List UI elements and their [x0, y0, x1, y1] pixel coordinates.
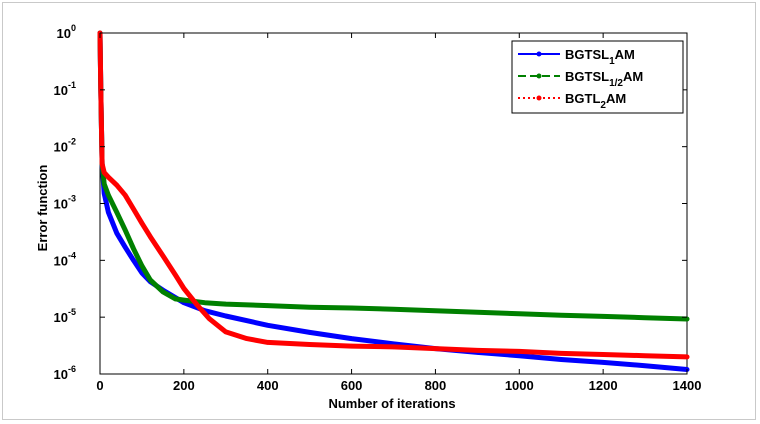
x-tick-label: 1200: [589, 378, 618, 393]
series-3-point: [559, 351, 564, 356]
series-2-point: [517, 311, 522, 316]
series-3-point: [194, 301, 199, 307]
legend-label-3: BGTL2AM: [565, 91, 626, 111]
y-tick-label: 10-2: [54, 137, 76, 155]
series-3-point: [517, 349, 522, 354]
series-3-point: [391, 344, 396, 350]
x-tick-label: 1000: [505, 378, 534, 393]
series-line-3: [97, 30, 690, 360]
series-2-point: [102, 181, 107, 187]
y-tick-label: 10-3: [54, 194, 76, 212]
series-2-point: [391, 307, 396, 312]
series-1-point: [600, 360, 606, 365]
series-1-point: [349, 336, 354, 341]
series-2-point: [139, 263, 145, 268]
series-1-point: [123, 245, 128, 250]
series-1-point: [517, 353, 522, 358]
legend-label-1: BGTSL1AM: [565, 47, 635, 67]
series-2-point: [265, 303, 270, 308]
series-1-point: [265, 323, 270, 328]
series-1-point: [106, 210, 111, 215]
series-2-point: [600, 314, 606, 319]
series-1-point: [131, 258, 136, 263]
series-3-point: [433, 346, 438, 351]
series-3-point: [349, 343, 354, 349]
y-tick-label: 10-5: [54, 307, 76, 325]
series-2-point: [559, 313, 564, 318]
series-3-point: [148, 234, 153, 239]
series-1-point: [114, 231, 120, 236]
series-2-point: [173, 296, 178, 302]
series-3-point: [223, 329, 228, 335]
series-3-point: [265, 340, 270, 345]
series-3-point: [600, 352, 606, 357]
series-2-point: [642, 315, 648, 320]
series-2-point: [684, 316, 690, 322]
y-tick-label: 10-1: [54, 80, 76, 98]
x-tick-label: 200: [173, 378, 195, 393]
series-3-point: [475, 348, 480, 353]
series-2-point: [181, 297, 187, 303]
series-3-point: [123, 193, 128, 198]
x-axis-label: Number of iterations: [328, 396, 455, 411]
series-2-point: [307, 305, 312, 310]
series-2-point: [349, 305, 354, 311]
series-3-point: [106, 175, 111, 180]
series-1-point: [223, 313, 228, 319]
x-tick-label: 1400: [673, 378, 702, 393]
y-tick-label: 10-4: [54, 250, 76, 268]
series-line-1: [97, 30, 690, 372]
series-2-point: [114, 210, 120, 215]
series-2-point: [433, 308, 438, 313]
series-3-point: [102, 170, 107, 175]
series-2-point: [160, 289, 166, 294]
x-tick-label: 600: [341, 378, 363, 393]
series-3-point: [131, 206, 136, 212]
series-3-point: [642, 353, 648, 358]
legend-marker-1: [536, 51, 542, 57]
series-3-point: [206, 316, 212, 321]
y-tick-label: 10-6: [54, 364, 76, 382]
series-2-point: [202, 300, 207, 305]
series-3-point: [99, 161, 105, 166]
x-tick-label: 400: [257, 378, 279, 393]
legend-marker-3: [536, 95, 542, 101]
series-2-point: [106, 193, 111, 198]
series-2-point: [148, 277, 153, 283]
series-3-point: [244, 336, 249, 341]
y-tick-label: 100: [57, 23, 76, 41]
series-3-point: [114, 183, 120, 188]
series-2-point: [123, 227, 128, 233]
series-3-point: [139, 221, 145, 226]
y-axis-label: Error function: [35, 165, 50, 252]
legend-marker-2: [536, 73, 542, 79]
series-3-point: [684, 354, 690, 360]
series-3-point: [181, 286, 187, 291]
series-2-point: [475, 310, 480, 315]
series-2-point: [131, 246, 136, 251]
series-1-point: [642, 363, 648, 368]
x-tick-label: 800: [425, 378, 447, 393]
series-2-point: [223, 301, 228, 307]
x-tick-label: 0: [96, 378, 103, 393]
series-3-point: [160, 253, 166, 258]
legend-label-2: BGTSL1/2AM: [565, 69, 643, 89]
series-1-point: [559, 357, 564, 362]
series-1-point: [307, 330, 312, 335]
series-3-point: [307, 342, 312, 347]
series-3-point: [173, 272, 178, 278]
